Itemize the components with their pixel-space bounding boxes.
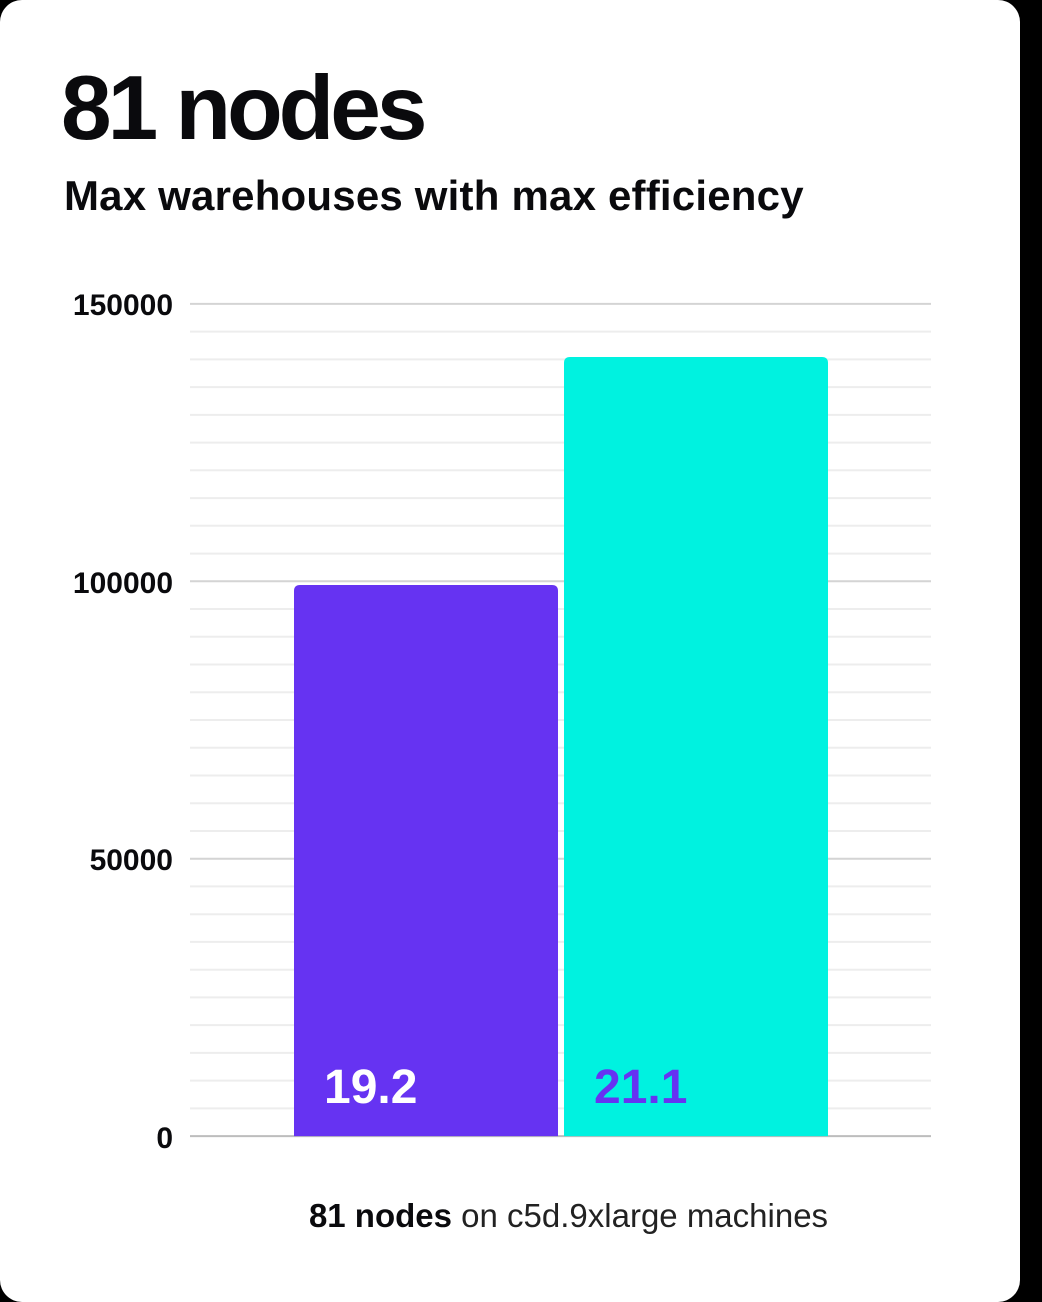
svg-text:150000: 150000 — [73, 289, 173, 322]
svg-text:21.1: 21.1 — [594, 1061, 687, 1114]
svg-text:19.2: 19.2 — [324, 1061, 417, 1114]
svg-text:100000: 100000 — [73, 567, 173, 600]
svg-text:0: 0 — [156, 1122, 173, 1155]
svg-text:50000: 50000 — [90, 844, 173, 877]
